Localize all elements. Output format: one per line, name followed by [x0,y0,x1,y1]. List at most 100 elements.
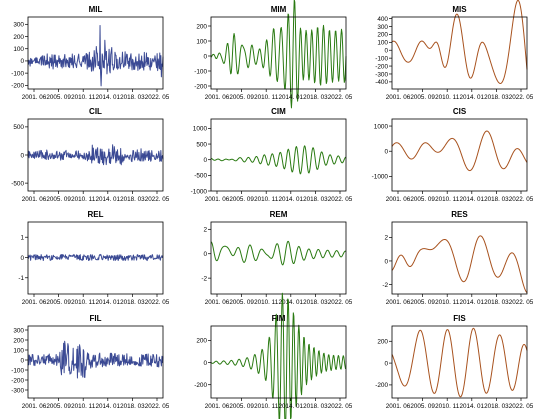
y-tick-label: 200 [377,32,388,39]
x-tick-label: 2022. 05 [145,94,170,101]
x-tick-label: 2014. 01 [96,403,121,410]
x-tick-label: 2005. 09 [229,299,254,306]
series-line-rel-0 [27,253,164,262]
y-tick-label: 100 [377,40,388,47]
y-tick-label: 200 [377,339,388,346]
series-line-cis-0 [391,130,528,172]
chart-title-cil: CIL [89,107,102,116]
x-tick-label: 2010. 11 [254,403,279,410]
chart-title-fis: FIS [453,314,466,323]
x-tick-label: 2022. 05 [145,196,170,203]
x-tick-label: 2005. 09 [410,403,435,410]
y-tick-label: -100 [11,367,24,374]
series-line-mil-0 [27,25,164,87]
y-tick-label: -1000 [372,174,389,181]
x-tick-label: 2014. 01 [460,403,485,410]
y-tick-label: -100 [11,70,24,77]
y-tick-label: -1000 [191,188,208,195]
y-tick-label: -500 [11,180,24,187]
x-tick-label: 2005. 09 [410,299,435,306]
x-tick-label: 2005. 09 [229,196,254,203]
x-tick-label: 2001. 06 [386,299,411,306]
plot-frame-rem [210,221,347,295]
x-tick-label: 2018. 03 [484,403,509,410]
x-tick-label: 2022. 05 [509,299,534,306]
chart-title-rel: REL [88,210,104,219]
x-tick-label: 2014. 01 [279,299,304,306]
x-tick-label: 2014. 01 [460,196,485,203]
y-tick-label: 0 [384,360,388,367]
x-tick-label: 2022. 05 [328,403,353,410]
x-tick-label: 2018. 03 [484,299,509,306]
x-tick-label: 2022. 05 [509,403,534,410]
panel-cil: CIL -500 0 500 2001. 06 2005. 09 2010. 11 2014.… [11,107,170,203]
plot-frame-rel [27,221,164,295]
x-tick-label: 2014. 01 [460,94,485,101]
y-tick-label: 0 [203,360,207,367]
y-tick-label: -500 [194,173,207,180]
y-tick-label: 1000 [374,123,389,130]
y-tick-label: 200 [13,34,24,41]
x-tick-label: 2001. 06 [22,196,47,203]
y-tick-label: -200 [375,63,388,70]
plot-frame-fis [391,325,528,399]
y-tick-label: -100 [194,68,207,75]
series-line-fim-0 [210,292,347,419]
series-line-fil-0 [27,340,164,379]
x-tick-label: 2005. 09 [229,403,254,410]
x-tick-label: 2014. 01 [279,196,304,203]
x-tick-label: 2022. 05 [328,196,353,203]
panel-cim: CIM -1000 -500 0 500 1000 2001. 06 2005. 09 2010… [191,107,353,203]
y-tick-label: -200 [194,382,207,389]
x-tick-label: 2001. 06 [386,196,411,203]
y-tick-label: 2 [384,235,388,242]
plot-frame-res [391,221,528,295]
x-tick-label: 2001. 06 [205,299,230,306]
x-tick-label: 2010. 11 [435,196,460,203]
x-tick-label: 2022. 05 [509,94,534,101]
y-tick-label: 0 [384,48,388,55]
y-tick-label: 0 [203,157,207,164]
x-tick-label: 2010. 11 [71,299,96,306]
x-tick-label: 2018. 03 [303,196,328,203]
panel-fil: FIL -300 -200 -100 0 100 200 300 2001. 06 2005. 0… [11,314,170,410]
y-tick-label: 0 [384,149,388,156]
plot-frame-mil [27,16,164,90]
chart-title-mil: MIL [89,5,103,14]
y-tick-label: -1 [18,275,24,282]
x-tick-label: 2022. 05 [509,196,534,203]
chart-title-res: RES [451,210,468,219]
plot-frame-fil [27,325,164,399]
x-tick-label: 2018. 03 [484,94,509,101]
y-tick-label: 500 [196,141,207,148]
y-tick-label: 300 [13,327,24,334]
y-tick-label: 1000 [193,126,208,133]
x-tick-label: 2001. 06 [22,403,47,410]
x-tick-label: 2022. 05 [145,403,170,410]
y-tick-label: 100 [13,46,24,53]
y-tick-label: -200 [11,377,24,384]
y-tick-label: 0 [20,152,24,159]
y-tick-label: 200 [196,338,207,345]
x-tick-label: 2005. 09 [46,299,71,306]
y-tick-label: -300 [11,387,24,394]
y-tick-label: -200 [194,83,207,90]
y-tick-label: 0 [20,255,24,262]
y-tick-label: -100 [375,55,388,62]
y-tick-label: -2 [201,275,207,282]
y-tick-label: 500 [13,124,24,131]
y-tick-label: 0 [20,58,24,65]
x-tick-label: 2010. 11 [254,94,279,101]
x-tick-label: 2014. 01 [279,94,304,101]
x-tick-label: 2001. 06 [205,403,230,410]
series-line-mim-0 [210,0,347,109]
x-tick-label: 2010. 11 [71,403,96,410]
x-tick-label: 2018. 03 [120,196,145,203]
x-tick-label: 2005. 09 [46,403,71,410]
y-tick-label: 100 [13,347,24,354]
